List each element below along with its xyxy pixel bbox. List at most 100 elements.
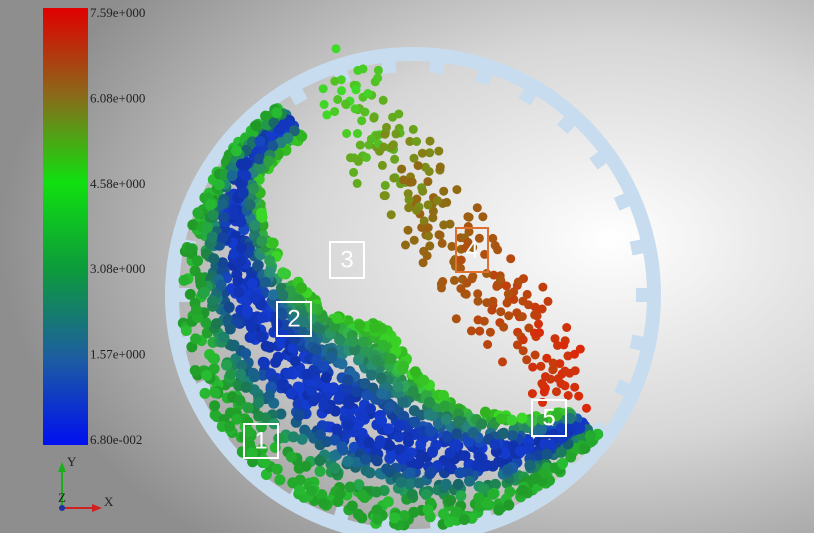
- particle: [506, 254, 515, 263]
- particle: [424, 397, 435, 408]
- particle: [360, 454, 371, 465]
- particle: [277, 267, 288, 278]
- particle: [224, 302, 235, 313]
- particle: [311, 355, 322, 366]
- marker-label: 3: [340, 246, 353, 273]
- particle: [238, 188, 249, 199]
- particle: [375, 435, 386, 446]
- particle: [571, 366, 580, 375]
- particle: [459, 514, 470, 525]
- particle: [202, 222, 213, 233]
- particle: [528, 389, 537, 398]
- particle: [260, 277, 271, 288]
- particle: [257, 312, 268, 323]
- particle: [428, 213, 437, 222]
- particle: [386, 353, 397, 364]
- particle: [245, 200, 256, 211]
- particle: [290, 356, 301, 367]
- particle: [236, 159, 247, 170]
- particle: [554, 374, 563, 383]
- particle: [372, 514, 383, 525]
- drum-tooth: [381, 61, 396, 74]
- particle: [473, 203, 482, 212]
- particle: [214, 179, 225, 190]
- particle: [315, 466, 326, 477]
- particle: [482, 298, 491, 307]
- particle: [319, 84, 328, 93]
- particle: [423, 504, 434, 515]
- color-bar: [43, 8, 88, 445]
- particle: [348, 336, 359, 347]
- particle: [392, 129, 401, 138]
- particle: [308, 395, 319, 406]
- particle: [393, 381, 404, 392]
- particle: [438, 509, 449, 520]
- particle: [362, 153, 371, 162]
- particle: [192, 207, 203, 218]
- particle: [235, 369, 246, 380]
- marker-label: 1: [254, 427, 267, 454]
- particle: [412, 206, 421, 215]
- particle: [504, 290, 513, 299]
- particle: [374, 66, 383, 75]
- particle: [353, 129, 362, 138]
- particle: [544, 297, 553, 306]
- particle: [255, 136, 266, 147]
- particle: [407, 489, 418, 500]
- particle: [306, 385, 317, 396]
- particle: [208, 210, 219, 221]
- particle: [354, 157, 363, 166]
- particle: [439, 401, 450, 412]
- particle: [251, 120, 262, 131]
- particle: [270, 357, 281, 368]
- particle: [200, 388, 211, 399]
- particle: [476, 419, 487, 430]
- particle: [329, 435, 340, 446]
- particle: [256, 331, 267, 342]
- particle: [434, 147, 443, 156]
- particle: [252, 261, 263, 272]
- particle: [480, 407, 491, 418]
- particle: [503, 299, 512, 308]
- drum-tooth: [636, 288, 648, 302]
- particle: [498, 357, 507, 366]
- particle: [363, 437, 374, 448]
- particle: [453, 416, 464, 427]
- particle: [208, 253, 219, 264]
- particle: [502, 464, 513, 475]
- particle: [185, 244, 196, 255]
- particle: [243, 402, 254, 413]
- particle: [326, 352, 337, 363]
- particle: [438, 277, 447, 286]
- particle: [552, 387, 561, 396]
- particle: [249, 371, 260, 382]
- particle: [231, 269, 242, 280]
- particle: [423, 251, 432, 260]
- particle: [376, 373, 387, 384]
- particle: [296, 282, 307, 293]
- particle: [218, 212, 229, 223]
- particle: [517, 485, 528, 496]
- particle: [381, 463, 392, 474]
- particle: [557, 458, 568, 469]
- particle: [234, 287, 245, 298]
- particle: [247, 278, 258, 289]
- particle: [361, 390, 372, 401]
- particle: [346, 153, 355, 162]
- particle: [435, 230, 444, 239]
- particle: [278, 120, 289, 131]
- particle: [387, 210, 396, 219]
- particle: [576, 345, 585, 354]
- particle: [445, 495, 456, 506]
- particle: [427, 447, 438, 458]
- particle: [283, 368, 294, 379]
- particle: [199, 287, 210, 298]
- particle: [311, 344, 322, 355]
- particle: [413, 458, 424, 469]
- particle: [533, 312, 542, 321]
- particle: [301, 369, 312, 380]
- particle: [383, 496, 394, 507]
- particle: [272, 464, 283, 475]
- particle: [441, 479, 452, 490]
- particle: [390, 336, 401, 347]
